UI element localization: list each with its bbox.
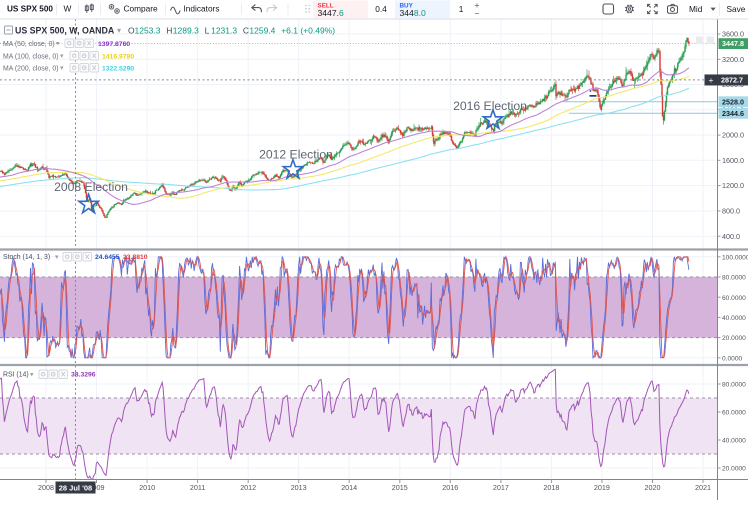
svg-text:1: 1: [459, 4, 464, 14]
svg-text:L: L: [205, 26, 210, 36]
svg-text:0.0000: 0.0000: [722, 355, 743, 362]
svg-text:2019: 2019: [594, 483, 610, 492]
svg-text:23.8810: 23.8810: [123, 254, 148, 261]
svg-text:Compare: Compare: [124, 4, 159, 14]
svg-text:20.0000: 20.0000: [722, 466, 746, 473]
svg-text:1253.3: 1253.3: [135, 26, 161, 36]
svg-text:2528.0: 2528.0: [722, 97, 744, 106]
svg-text:40.0000: 40.0000: [722, 438, 746, 445]
svg-text:▾: ▾: [60, 65, 64, 72]
svg-text:▾: ▾: [56, 41, 60, 48]
svg-text:80.0000: 80.0000: [722, 382, 746, 389]
svg-text:1600.0: 1600.0: [722, 156, 744, 165]
svg-text:80.0000: 80.0000: [722, 275, 746, 282]
svg-text:2012 Election: 2012 Election: [259, 147, 333, 161]
svg-text:1231.3: 1231.3: [211, 26, 237, 36]
svg-text:2872.7: 2872.7: [721, 76, 743, 85]
svg-text:3448.0: 3448.0: [400, 8, 427, 18]
svg-text:US SPX 500, W, OANDA: US SPX 500, W, OANDA: [15, 26, 115, 36]
svg-text:2011: 2011: [190, 483, 205, 492]
svg-text:3447.8: 3447.8: [722, 39, 744, 48]
svg-text:+6.1 (+0.49%): +6.1 (+0.49%): [281, 26, 335, 36]
svg-text:2016 Election: 2016 Election: [453, 99, 527, 113]
svg-text:2012: 2012: [240, 483, 256, 492]
svg-text:2021: 2021: [695, 483, 711, 492]
svg-text:Indicators: Indicators: [184, 4, 220, 14]
svg-text:2018: 2018: [543, 483, 559, 492]
svg-text:1322.5290: 1322.5290: [102, 66, 134, 73]
svg-text:+: +: [709, 75, 714, 85]
svg-text:Save: Save: [727, 4, 746, 14]
svg-text:2013: 2013: [291, 483, 307, 492]
svg-text:2010: 2010: [139, 483, 155, 492]
svg-text:60.0000: 60.0000: [722, 295, 746, 302]
svg-text:3200.0: 3200.0: [722, 55, 744, 64]
svg-text:400.0: 400.0: [722, 232, 740, 241]
svg-text:▾: ▾: [30, 372, 34, 379]
svg-text:2008 Election: 2008 Election: [54, 180, 128, 194]
svg-text:60.0000: 60.0000: [722, 410, 746, 417]
svg-text:2014: 2014: [341, 483, 357, 492]
svg-text:2020: 2020: [645, 483, 661, 492]
svg-text:▾: ▾: [117, 26, 121, 35]
svg-text:2017: 2017: [493, 483, 509, 492]
svg-text:1259.4: 1259.4: [249, 26, 275, 36]
svg-text:▾: ▾: [60, 53, 64, 60]
svg-text:1289.3: 1289.3: [173, 26, 199, 36]
svg-text:3447.6: 3447.6: [318, 8, 345, 18]
svg-text:▾: ▾: [55, 254, 59, 261]
svg-text:W: W: [64, 4, 72, 14]
svg-text:0.4: 0.4: [375, 4, 387, 14]
svg-text:2015: 2015: [392, 483, 408, 492]
svg-text:800.0: 800.0: [722, 206, 740, 215]
svg-text:100.0000: 100.0000: [722, 254, 748, 261]
svg-text:2000.0: 2000.0: [722, 131, 744, 140]
svg-text:−: −: [475, 9, 480, 19]
svg-text:2016: 2016: [442, 483, 458, 492]
svg-text:1416.9780: 1416.9780: [102, 54, 134, 61]
svg-text:H: H: [166, 26, 172, 36]
svg-text:2344.6: 2344.6: [722, 109, 744, 118]
svg-text:1397.8760: 1397.8760: [98, 41, 130, 48]
svg-text:1200.0: 1200.0: [722, 181, 744, 190]
svg-text:3600.0: 3600.0: [722, 30, 744, 39]
svg-text:28 Jul '08: 28 Jul '08: [59, 484, 92, 493]
svg-text:RSI (14): RSI (14): [3, 372, 29, 379]
svg-text:38.3296: 38.3296: [71, 372, 96, 379]
svg-text:MA (50, close, 0): MA (50, close, 0): [3, 41, 55, 48]
svg-text:Stoch (14, 1, 3): Stoch (14, 1, 3): [3, 254, 50, 261]
svg-text:2008: 2008: [38, 483, 54, 492]
svg-text:MA (200, close, 0): MA (200, close, 0): [3, 66, 59, 73]
svg-text:C: C: [243, 26, 249, 36]
svg-text:Mid: Mid: [689, 4, 703, 14]
svg-text:40.0000: 40.0000: [722, 315, 746, 322]
svg-text:20.0000: 20.0000: [722, 335, 746, 342]
svg-text:24.6455: 24.6455: [95, 254, 120, 261]
svg-text:US SPX 500: US SPX 500: [7, 5, 53, 14]
svg-text:MA (100, close, 0): MA (100, close, 0): [3, 54, 59, 61]
